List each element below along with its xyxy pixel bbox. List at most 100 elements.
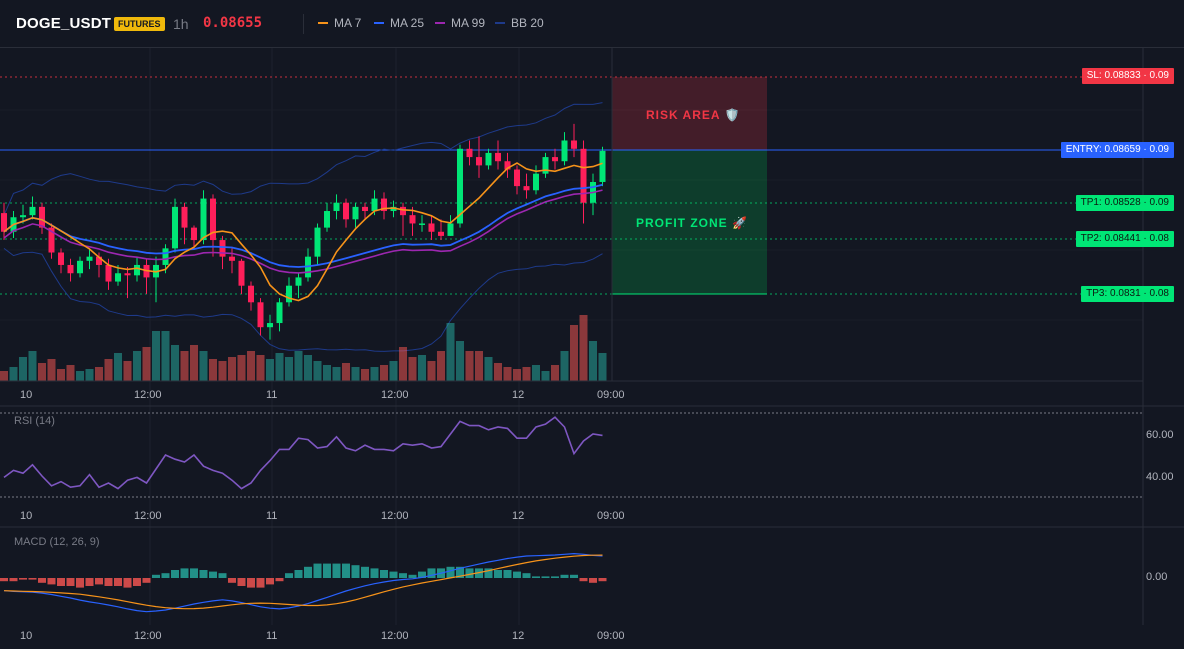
- volume-bar: [503, 367, 512, 381]
- rsi-line: [3, 416, 603, 490]
- rsi-time-label: 12:00: [381, 510, 409, 522]
- candle-body: [191, 227, 197, 241]
- volume-bar: [427, 361, 436, 381]
- volume-bar: [570, 325, 578, 381]
- volume-bar: [304, 355, 312, 381]
- macd-histogram-bar: [294, 570, 303, 578]
- candle-body: [219, 240, 226, 257]
- macd-histogram-bar: [275, 578, 284, 582]
- macd-histogram-bar: [180, 568, 189, 578]
- macd-histogram-bar: [551, 576, 559, 578]
- volume-bar: [456, 341, 464, 381]
- rsi-time-label: 12:00: [134, 510, 162, 522]
- macd-time-label: 10: [20, 630, 33, 642]
- ma25-line: [3, 183, 603, 268]
- candle-body: [514, 169, 520, 187]
- volume-bar: [247, 351, 255, 381]
- macd-histogram-bar: [66, 578, 75, 586]
- tp2-price-label[interactable]: TP2: 0.08441 · 0.08: [1075, 231, 1174, 247]
- candle-body: [523, 186, 530, 191]
- time-axis-label: 09:00: [597, 389, 625, 401]
- macd-histogram-bar: [247, 578, 255, 588]
- macd-histogram-bar: [95, 578, 103, 585]
- candle-body: [286, 285, 292, 303]
- rsi-time-label: 12: [512, 510, 525, 522]
- macd-histogram-bar: [532, 576, 540, 578]
- macd-histogram-bar: [560, 574, 569, 578]
- macd-tick-zero: 0.00: [1146, 571, 1168, 583]
- entry-price-label[interactable]: ENTRY: 0.08659 · 0.09: [1060, 142, 1174, 158]
- candle-body: [67, 264, 74, 274]
- macd-histogram-bar: [380, 570, 388, 578]
- volume-bar: [465, 351, 474, 381]
- rsi-tick-60: 60.00: [1146, 429, 1174, 441]
- candle-body: [134, 264, 140, 276]
- time-axis-label: 12:00: [381, 389, 409, 401]
- legend-ma7[interactable]: MA 7: [318, 16, 361, 30]
- legend-ma99[interactable]: MA 99: [435, 16, 485, 30]
- volume-bar: [589, 341, 597, 381]
- macd-histogram-bar: [9, 578, 18, 582]
- volume-bar: [275, 353, 284, 381]
- bollinger-bands: [3, 102, 603, 352]
- candle-body: [181, 206, 188, 228]
- volume-bar: [228, 357, 236, 381]
- volume-bar: [399, 347, 407, 381]
- risk-area-zone: [612, 77, 767, 150]
- rsi-time-label: 11: [266, 510, 278, 522]
- ma25-swatch-icon: [374, 22, 384, 24]
- candle-body: [58, 252, 64, 265]
- macd-histogram-bar: [19, 578, 27, 580]
- macd-histogram-bar: [522, 573, 531, 578]
- candle-body: [466, 148, 473, 158]
- candle-body: [1, 213, 7, 232]
- bb-upper: [3, 102, 603, 216]
- tp3-price-label[interactable]: TP3: 0.0831 · 0.08: [1081, 286, 1174, 302]
- volume-bar: [313, 361, 322, 381]
- volume-bar: [418, 355, 426, 381]
- macd-histogram-bar: [237, 578, 246, 586]
- bb-lower: [3, 248, 603, 352]
- macd-time-label: 09:00: [597, 630, 625, 642]
- candle-body: [599, 150, 606, 182]
- volume-bar: [437, 351, 445, 381]
- macd-histogram-bar: [123, 578, 132, 588]
- volume-bar: [532, 365, 540, 381]
- volume-bar: [380, 365, 388, 381]
- macd-histogram-bar: [47, 578, 56, 585]
- volume-bar: [19, 357, 27, 381]
- volume-bar: [551, 365, 559, 381]
- volume-bar: [38, 363, 46, 381]
- volume-bar: [294, 351, 303, 381]
- volume-bar: [494, 363, 502, 381]
- symbol-name[interactable]: DOGE_USDT: [16, 15, 112, 32]
- volume-bar: [199, 351, 208, 381]
- volume-bar: [171, 345, 179, 381]
- legend-ma25[interactable]: MA 25: [374, 16, 424, 30]
- candle-body: [48, 227, 55, 253]
- rsi-tick-40: 40.00: [1146, 471, 1174, 483]
- macd-histogram-bar: [332, 563, 341, 578]
- candle-body: [248, 285, 254, 303]
- timeframe-selector[interactable]: 1h: [173, 16, 189, 32]
- candle-body: [172, 206, 178, 249]
- candle-body: [371, 198, 378, 212]
- macd-histogram-bar: [589, 578, 597, 583]
- macd-histogram-bar: [484, 568, 493, 578]
- volume-bar: [446, 323, 455, 381]
- legend-bb20[interactable]: BB 20: [495, 16, 544, 30]
- time-axis-label: 12: [512, 389, 525, 401]
- tp1-price-label[interactable]: TP1: 0.08528 · 0.09: [1075, 195, 1174, 211]
- candle-body: [86, 256, 93, 261]
- candle-body: [324, 211, 330, 228]
- macd-histogram-bar: [57, 578, 65, 586]
- macd-histogram-bar: [104, 578, 113, 586]
- volume-bar: [237, 355, 246, 381]
- candle-body: [561, 140, 568, 162]
- volume-bar: [370, 367, 379, 381]
- candle-body: [210, 198, 216, 241]
- sl-price-label[interactable]: SL: 0.08833 · 0.09: [1081, 68, 1174, 84]
- macd-histogram-bar: [285, 573, 293, 578]
- time-axis-label: 12:00: [134, 389, 162, 401]
